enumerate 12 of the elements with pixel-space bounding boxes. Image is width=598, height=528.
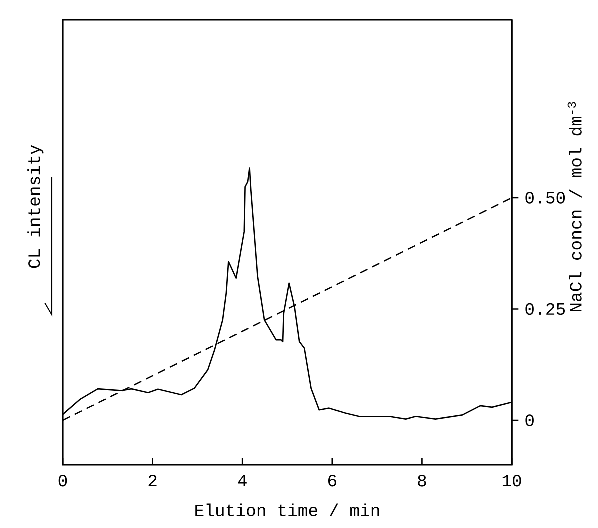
y2-tick-label: 0.50: [526, 192, 566, 204]
x-tick-label: 4: [238, 475, 247, 486]
x-tick-label: 6: [328, 474, 336, 487]
x-tick-label: 0: [58, 474, 68, 487]
y2-axis-title: NaCl concn / mol dm$^{-3}$: [568, 102, 582, 312]
x-tick-label: 8: [418, 474, 426, 487]
y2-tick-label: 0: [526, 414, 534, 426]
y2-tick-label: 0.25: [526, 303, 566, 316]
y-axis-title: CL intensity: [28, 145, 44, 268]
x-axis-title: Elution time / min: [196, 504, 380, 516]
x-tick-label: 2: [148, 474, 157, 487]
x-tick-label: 10: [502, 474, 522, 487]
